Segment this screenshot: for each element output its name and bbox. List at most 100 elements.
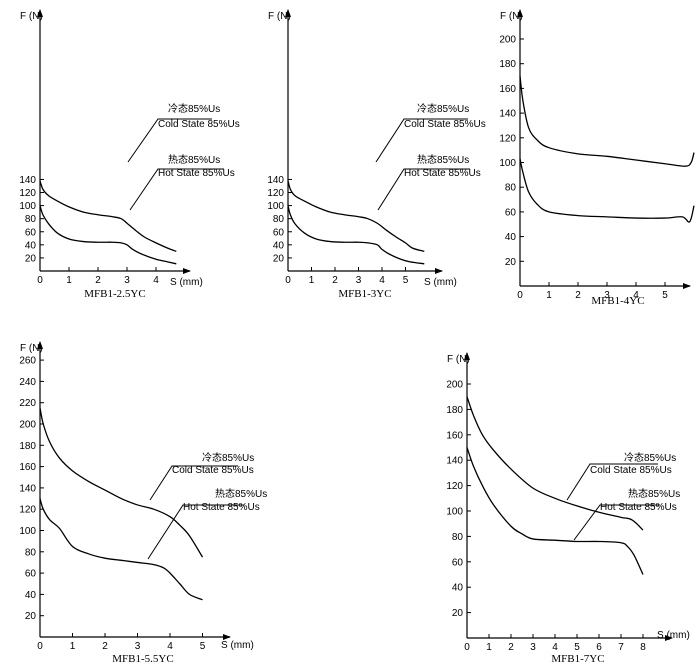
hot-state-curve [466,447,644,575]
y-tick-label: 200 [499,35,516,46]
y-tick-label: 100 [19,526,36,537]
x-axis-arrow [665,635,673,641]
cold-state-curve [466,396,644,531]
x-axis-arrow [435,268,443,274]
chart-caption: MFB1-3YC [338,288,391,300]
x-tick-label: 2 [102,641,108,652]
y-tick-label: 40 [25,590,37,601]
x-tick-label: 1 [486,642,492,653]
y-axis-arrow [37,9,43,17]
cold-state-label-cn: 冷态85%Us [202,451,254,464]
x-tick-label: 0 [517,290,523,301]
chart-caption: MFB1-4YC [591,295,644,307]
y-tick-label: 20 [25,253,37,264]
x-tick-label: 1 [309,275,315,286]
x-tick-label: 1 [70,641,76,652]
y-tick-label: 120 [19,505,36,516]
y-tick-label: 220 [19,398,36,409]
x-tick-label: 4 [153,275,159,286]
y-axis-arrow [517,9,523,17]
x-tick-label: 0 [285,275,291,286]
x-tick-label: 0 [37,641,43,652]
y-tick-label: 60 [273,227,285,238]
y-tick-label: 60 [25,227,37,238]
y-tick-label: 100 [499,158,516,169]
x-tick-label: 0 [464,642,470,653]
chart-1: F (N) 20 40 60 80 100 120 140 0 1 2 3 4 S (mm) 冷态85%Us… [19,9,240,300]
x-tick-label: 2 [332,275,338,286]
hot-state-label-cn: 热态85%Us [168,153,220,166]
cold-state-label-cn: 冷态85%Us [168,102,220,115]
y-tick-label: 180 [499,59,516,70]
y-tick-label: 120 [19,188,36,199]
x-axis-label: S (mm) [170,277,203,288]
y-tick-label: 100 [267,201,284,212]
y-axis-label: F (N) [20,343,43,354]
chart-caption: MFB1-2.5YC [84,288,145,300]
hot-state-label-en: Hot State 85%Us [183,502,260,513]
x-tick-label: 5 [200,641,206,652]
y-tick-label: 200 [19,420,36,431]
x-tick-label: 5 [403,275,409,286]
y-tick-label: 40 [25,240,37,251]
y-tick-label: 260 [19,356,36,367]
hot-state-label-en: Hot State 85%Us [158,168,235,179]
y-axis-arrow [37,341,43,349]
x-axis-arrow [183,268,191,274]
hot-state-leader [377,168,470,211]
y-tick-label: 60 [452,557,464,568]
y-tick-label: 40 [273,240,285,251]
y-tick-label: 180 [19,441,36,452]
chart-4: F (N)20406080100120140160180200220240260… [19,341,267,665]
y-tick-label: 140 [499,109,516,120]
y-tick-label: 200 [446,380,463,391]
cold-state-label-en: Cold State 85%Us [172,465,254,476]
hot-state-label-en: Hot State 85%Us [404,168,481,179]
x-axis-label: S (mm) [657,630,690,641]
y-axis-arrow [285,9,291,17]
x-tick-label: 5 [662,290,668,301]
x-tick-label: 5 [574,642,580,653]
hot-state-curve [287,205,425,265]
chart-3: F (N) 20 40 60 80 100 120 140 160 180 200 0 1 2 3 4 5 MFB… [499,9,695,307]
y-tick-label: 80 [25,547,37,558]
cold-state-label-cn: 冷态85%Us [417,102,469,115]
x-tick-label: 2 [575,290,581,301]
y-tick-label: 120 [267,188,284,199]
cold-state-leader [375,118,468,163]
y-tick-label: 40 [505,232,517,243]
chart-5: F (N) 20 40 60 80 100 120 140 160 180 200 0 1 2 3 4 5 6 7 8… [446,352,690,665]
x-tick-label: 3 [530,642,536,653]
x-tick-label: 3 [124,275,130,286]
x-axis-label: S (mm) [221,640,254,651]
hot-state-label-cn: 热态85%Us [628,487,680,500]
y-tick-label: 180 [446,405,463,416]
x-tick-label: 4 [379,275,385,286]
x-tick-label: 1 [546,290,552,301]
y-tick-label: 160 [19,462,36,473]
y-tick-label: 140 [19,483,36,494]
y-axis-label: F (N) [20,11,43,22]
x-tick-label: 3 [135,641,141,652]
y-tick-label: 160 [499,84,516,95]
hot-state-label-cn: 热态85%Us [215,487,267,500]
y-tick-label: 20 [25,611,37,622]
y-tick-label: 80 [505,183,517,194]
hot-state-label-cn: 热态85%Us [417,153,469,166]
chart-caption: MFB1-7YC [551,653,604,665]
chart-caption: MFB1-5.5YC [112,653,173,665]
x-tick-label: 4 [633,290,639,301]
x-tick-label: 7 [618,642,624,653]
hot-state-curve [519,158,695,223]
y-tick-label: 80 [452,532,464,543]
x-axis-label: S (mm) [424,277,457,288]
x-tick-label: 3 [356,275,362,286]
y-tick-label: 40 [452,583,464,594]
hot-state-leader [147,504,244,560]
y-tick-label: 20 [273,253,285,264]
y-tick-label: 120 [446,481,463,492]
cold-state-label-cn: 冷态85%Us [624,451,676,464]
y-tick-label: 240 [19,377,36,388]
x-tick-label: 1 [66,275,72,286]
